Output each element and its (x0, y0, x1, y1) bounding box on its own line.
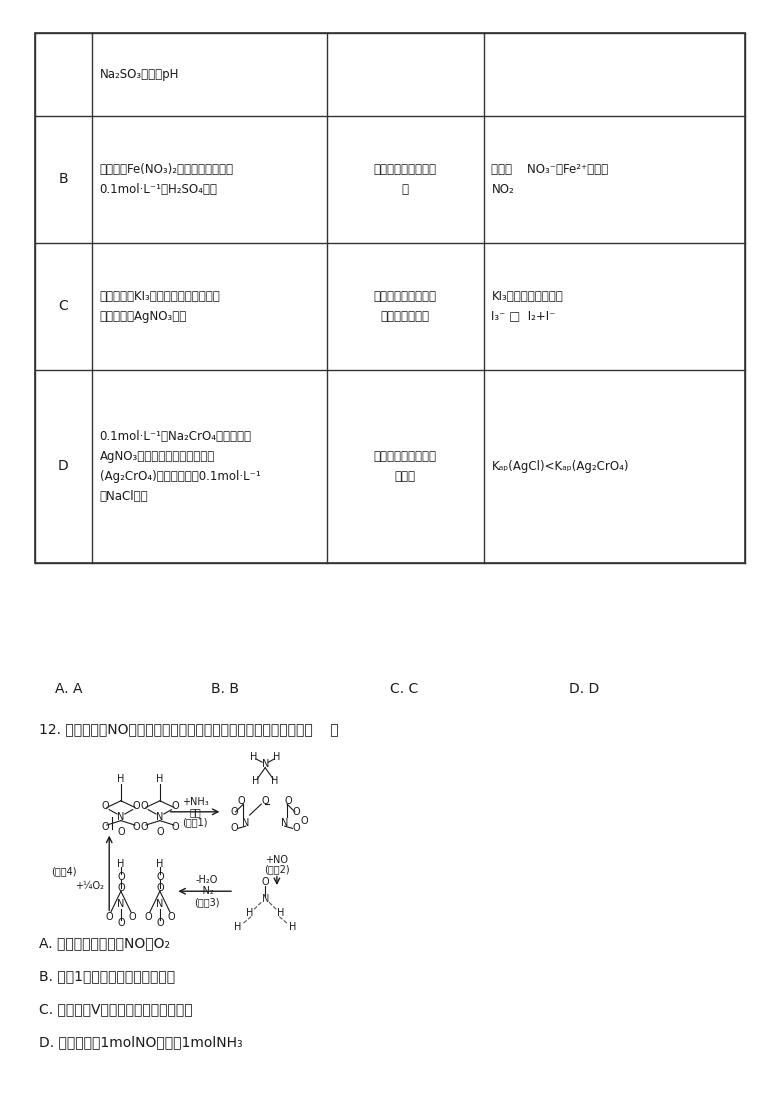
Text: N: N (261, 759, 269, 770)
Text: O: O (292, 806, 300, 817)
Text: C: C (58, 299, 69, 313)
Text: O: O (168, 911, 176, 922)
Text: 溶液中    NO₃⁻被Fe²⁺还原为
NO₂: 溶液中 NO₃⁻被Fe²⁺还原为 NO₂ (491, 163, 608, 195)
Text: 0.1mol·L⁻¹的Na₂CrO₄溶液中滴入
AgNO₃溶液至不再有红棕色沉淠
(Ag₂CrO₄)产生，再滴加0.1mol·L⁻¹
的NaCl溶液: 0.1mol·L⁻¹的Na₂CrO₄溶液中滴入 AgNO₃溶液至不再有红棕色沉淠… (100, 429, 261, 503)
Text: O: O (261, 877, 269, 888)
Text: O: O (117, 871, 125, 882)
Text: 向两支盛有KI₃溶液的试管中分别滴加
淠粉溶液和AgNO₃溶液: 向两支盛有KI₃溶液的试管中分别滴加 淠粉溶液和AgNO₃溶液 (100, 290, 220, 322)
Text: C. 反应过程V元素的化合价未发生变化: C. 反应过程V元素的化合价未发生变化 (39, 1003, 193, 1016)
Text: O: O (156, 871, 164, 882)
Text: 12. 工业上除去NO的一种反应机理如图所示，下列说法中正确的是（    ）: 12. 工业上除去NO的一种反应机理如图所示，下列说法中正确的是（ ） (39, 722, 339, 737)
Text: H: H (234, 921, 242, 932)
Text: O: O (101, 822, 109, 833)
Text: KI₃溶液中存在平衡：
I₃⁻ □  I₂+I⁻: KI₃溶液中存在平衡： I₃⁻ □ I₂+I⁻ (491, 290, 563, 322)
Text: D. 反应中除去1molNO，消耗1molNH₃: D. 反应中除去1molNO，消耗1molNH₃ (39, 1036, 243, 1049)
Text: O: O (105, 911, 113, 922)
Text: D. D: D. D (569, 683, 600, 696)
Text: H: H (277, 908, 285, 919)
Text: Kₐₚ(AgCl)<Kₐₚ(Ag₂CrO₄): Kₐₚ(AgCl)<Kₐₚ(Ag₂CrO₄) (491, 460, 629, 472)
Text: B. 反应1决定整个反应的速率快慢: B. 反应1决定整个反应的速率快慢 (39, 970, 176, 983)
Text: O: O (300, 815, 308, 826)
Text: +NH₃: +NH₃ (182, 796, 208, 807)
Text: N: N (117, 812, 125, 823)
Text: D: D (58, 459, 69, 473)
Text: O: O (117, 826, 125, 837)
Text: +¼O₂: +¼O₂ (75, 880, 105, 891)
Text: N: N (261, 893, 269, 904)
Text: H: H (271, 775, 278, 786)
Text: O: O (230, 823, 238, 834)
Text: O: O (230, 806, 238, 817)
Text: N: N (156, 812, 164, 823)
Text: O: O (238, 795, 246, 806)
Text: O: O (292, 823, 300, 834)
Text: 快速: 快速 (189, 806, 201, 817)
Text: +NO: +NO (265, 855, 289, 866)
Text: O: O (129, 911, 136, 922)
Text: -H₂O: -H₂O (196, 875, 218, 886)
Text: (反应2): (反应2) (264, 864, 289, 875)
Text: H: H (252, 775, 260, 786)
Text: H: H (156, 773, 164, 784)
Text: N: N (117, 899, 125, 910)
Text: N: N (156, 899, 164, 910)
Text: H: H (250, 751, 257, 762)
Text: H: H (289, 921, 296, 932)
Text: O: O (117, 918, 125, 929)
Text: B. B: B. B (211, 683, 239, 696)
Text: H: H (246, 908, 254, 919)
Text: H: H (117, 858, 125, 869)
Text: O: O (285, 795, 292, 806)
Text: O: O (101, 801, 109, 812)
Text: A. 该反应的氧化剂为NO、O₂: A. 该反应的氧化剂为NO、O₂ (39, 936, 170, 950)
Text: C. C: C. C (390, 683, 418, 696)
Text: B: B (58, 172, 68, 186)
Text: H: H (156, 858, 164, 869)
Text: O: O (156, 826, 164, 837)
Text: O: O (261, 795, 269, 806)
Text: 向盛有稀Fe(NO₃)₂溶液的试管中加入
0.1mol·L⁻¹的H₂SO₄溶液: 向盛有稀Fe(NO₃)₂溶液的试管中加入 0.1mol·L⁻¹的H₂SO₄溶液 (100, 163, 233, 195)
Text: O: O (133, 822, 140, 833)
Text: 试管口出现红棕色气
体: 试管口出现红棕色气 体 (374, 163, 437, 195)
Text: N: N (242, 817, 250, 828)
Text: O: O (156, 882, 164, 893)
Text: (反应3): (反应3) (194, 897, 219, 908)
Text: O: O (133, 801, 140, 812)
Text: O: O (140, 801, 148, 812)
Text: O: O (172, 801, 179, 812)
Text: H: H (273, 751, 281, 762)
Text: (反应1): (反应1) (183, 816, 207, 827)
Text: O: O (156, 918, 164, 929)
Text: 红棕色沉淠逐渐转变
为白色: 红棕色沉淠逐渐转变 为白色 (374, 450, 437, 482)
Text: O: O (172, 822, 179, 833)
Text: N: N (281, 817, 289, 828)
Text: -N₂: -N₂ (200, 886, 214, 897)
Text: O: O (144, 911, 152, 922)
Text: O: O (117, 882, 125, 893)
Text: 前者溶液变蓝，后者
有黄色沉淠生成: 前者溶液变蓝，后者 有黄色沉淠生成 (374, 290, 437, 322)
Text: (反应4): (反应4) (51, 866, 76, 877)
Text: A. A: A. A (55, 683, 82, 696)
Text: O: O (140, 822, 148, 833)
Text: H: H (117, 773, 125, 784)
Bar (35, 33, 745, 563)
Text: Na₂SO₃溶液的pH: Na₂SO₃溶液的pH (100, 68, 179, 81)
